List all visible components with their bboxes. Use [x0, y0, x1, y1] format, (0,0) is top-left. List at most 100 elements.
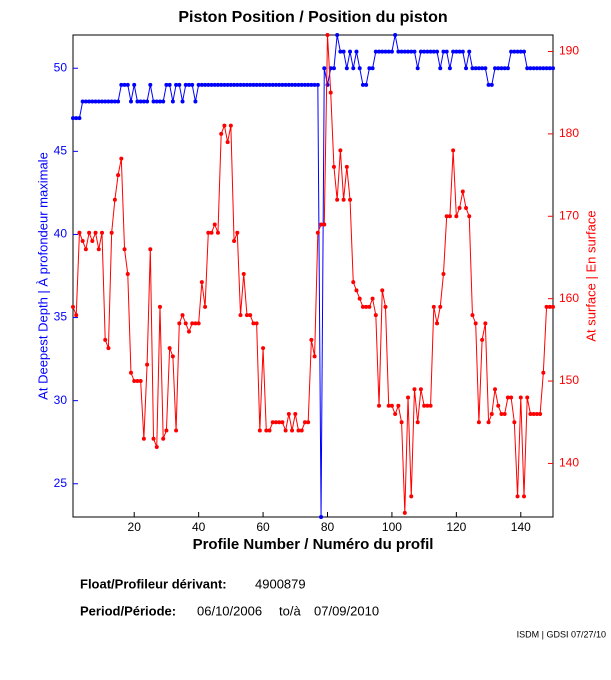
series-marker: [103, 337, 108, 342]
series-marker: [232, 238, 237, 243]
series-marker: [499, 412, 504, 417]
series-marker: [525, 395, 530, 400]
series-marker: [364, 304, 369, 309]
series-marker: [154, 444, 159, 449]
series-marker: [399, 49, 404, 54]
series-marker: [364, 82, 369, 87]
series-marker: [331, 66, 336, 71]
series-marker: [399, 420, 404, 425]
series-marker: [370, 66, 375, 71]
series-marker: [74, 116, 79, 121]
series-marker: [499, 66, 504, 71]
series-marker: [476, 66, 481, 71]
series-marker: [406, 395, 411, 400]
series-marker: [512, 49, 517, 54]
series-marker: [90, 238, 95, 243]
series-marker: [170, 354, 175, 359]
series-marker: [203, 82, 208, 87]
series-marker: [241, 271, 246, 276]
series-marker: [71, 116, 75, 121]
series-marker: [174, 82, 179, 87]
series-marker: [273, 420, 278, 425]
series-marker: [87, 99, 92, 104]
series-marker: [138, 379, 143, 384]
series-marker: [90, 99, 95, 104]
series-marker: [277, 82, 282, 87]
series-marker: [177, 321, 182, 326]
series-marker: [77, 116, 82, 121]
series-marker: [409, 494, 414, 499]
series-marker: [151, 436, 156, 441]
series-marker: [309, 337, 314, 342]
series-marker: [383, 49, 388, 54]
series-marker: [180, 99, 185, 104]
series-marker: [248, 82, 253, 87]
series-marker: [528, 412, 533, 417]
series-marker: [119, 82, 124, 87]
y2-axis-label: At surface | En surface: [583, 210, 598, 341]
series-marker: [290, 428, 295, 433]
series-marker: [418, 387, 423, 392]
series-marker: [344, 66, 349, 71]
series-marker: [164, 82, 169, 87]
series-marker: [99, 99, 104, 104]
series-marker: [460, 49, 465, 54]
y2-tick-label: 160: [559, 291, 579, 305]
series-marker: [112, 197, 117, 202]
series-marker: [267, 82, 272, 87]
series-marker: [386, 403, 391, 408]
series-marker: [277, 420, 282, 425]
series-marker: [99, 230, 104, 235]
series-marker: [167, 82, 172, 87]
series-marker: [106, 99, 111, 104]
series-marker: [212, 82, 217, 87]
series-marker: [157, 304, 162, 309]
series-marker: [422, 49, 427, 54]
series-marker: [357, 66, 362, 71]
series-marker: [261, 346, 266, 351]
series-marker: [106, 346, 111, 351]
series-marker: [77, 230, 82, 235]
series-marker: [451, 49, 456, 54]
y-tick-label: 35: [54, 310, 68, 324]
series-marker: [235, 82, 240, 87]
series-marker: [228, 123, 233, 128]
series-marker: [306, 82, 311, 87]
plot-frame: [72, 34, 554, 518]
series-marker: [319, 222, 324, 227]
series-marker: [373, 49, 378, 54]
series-marker: [238, 313, 243, 318]
series-marker: [203, 304, 208, 309]
series-marker: [122, 247, 127, 252]
y2-tick-label: 170: [559, 208, 579, 222]
series-marker: [496, 403, 501, 408]
series-marker: [290, 82, 295, 87]
y2-tick-label: 190: [559, 44, 579, 58]
end-date: 07/09/2010: [314, 603, 379, 618]
series-marker: [119, 156, 124, 161]
series-marker: [505, 395, 510, 400]
series-marker: [135, 99, 140, 104]
series-marker: [551, 66, 555, 71]
series-marker: [264, 82, 269, 87]
series-marker: [441, 271, 446, 276]
series-marker: [331, 164, 336, 169]
series-marker: [360, 304, 365, 309]
y-tick-label: 50: [54, 60, 68, 74]
series-marker: [473, 66, 478, 71]
series-marker: [486, 420, 491, 425]
series-marker: [251, 82, 256, 87]
x-axis-label: Profile Number / Numéro du profil: [193, 536, 434, 553]
series-marker: [319, 515, 324, 519]
series-marker: [248, 313, 253, 318]
y-tick-label: 45: [54, 144, 68, 158]
series-marker: [457, 206, 462, 211]
series-marker: [125, 271, 130, 276]
series-marker: [225, 140, 230, 145]
series-marker: [257, 428, 262, 433]
series-marker: [167, 346, 172, 351]
series-marker: [190, 82, 195, 87]
series-marker: [422, 403, 427, 408]
series-marker: [483, 321, 488, 326]
series-marker: [354, 288, 359, 293]
